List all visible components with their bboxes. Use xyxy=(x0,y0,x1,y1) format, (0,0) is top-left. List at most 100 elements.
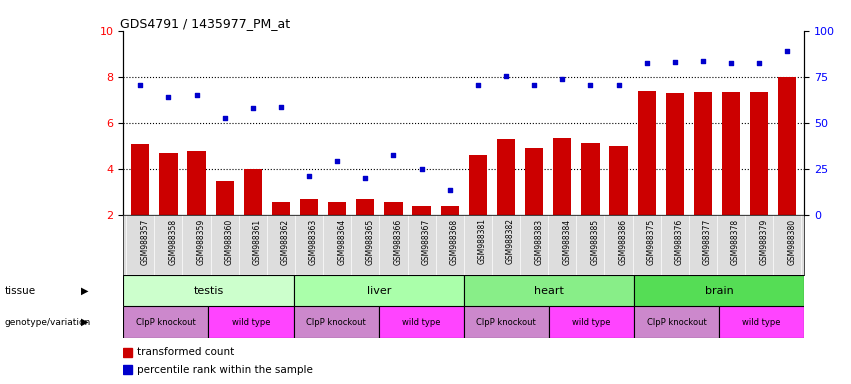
Point xyxy=(612,82,625,88)
Bar xyxy=(441,206,459,215)
Point xyxy=(218,115,231,121)
Point xyxy=(752,60,766,66)
Text: GSM988359: GSM988359 xyxy=(197,218,206,265)
Text: GSM988386: GSM988386 xyxy=(619,218,627,265)
Text: GSM988357: GSM988357 xyxy=(140,218,149,265)
Text: GSM988361: GSM988361 xyxy=(253,218,262,265)
Bar xyxy=(581,143,600,215)
Text: heart: heart xyxy=(534,286,564,296)
Bar xyxy=(187,151,206,215)
Point xyxy=(443,187,456,193)
Bar xyxy=(634,306,719,338)
Point xyxy=(386,152,400,159)
Point xyxy=(274,104,288,110)
Point xyxy=(500,73,513,79)
Bar xyxy=(694,92,712,215)
Bar xyxy=(665,93,684,215)
Bar xyxy=(719,306,804,338)
Bar xyxy=(722,92,740,215)
Text: GDS4791 / 1435977_PM_at: GDS4791 / 1435977_PM_at xyxy=(120,17,290,30)
Bar xyxy=(778,77,797,215)
Text: transformed count: transformed count xyxy=(137,347,234,358)
Bar xyxy=(525,149,543,215)
Bar xyxy=(123,306,208,338)
Text: GSM988379: GSM988379 xyxy=(759,218,768,265)
Bar xyxy=(357,199,374,215)
Text: GSM988378: GSM988378 xyxy=(731,218,740,265)
Point xyxy=(190,92,203,98)
Point xyxy=(134,82,147,88)
Point xyxy=(414,166,428,172)
Point xyxy=(302,173,316,179)
Text: GSM988380: GSM988380 xyxy=(787,218,797,265)
Text: brain: brain xyxy=(705,286,734,296)
Bar xyxy=(469,156,487,215)
Bar xyxy=(385,202,403,215)
Point xyxy=(162,93,175,99)
Text: GSM988376: GSM988376 xyxy=(675,218,684,265)
Text: wild type: wild type xyxy=(231,318,271,327)
Bar xyxy=(131,144,150,215)
Bar xyxy=(123,348,132,357)
Bar xyxy=(243,169,262,215)
Text: ▶: ▶ xyxy=(82,317,89,327)
Point xyxy=(640,60,654,66)
Text: wild type: wild type xyxy=(742,318,781,327)
Text: tissue: tissue xyxy=(4,286,36,296)
Text: GSM988384: GSM988384 xyxy=(563,218,571,265)
Text: percentile rank within the sample: percentile rank within the sample xyxy=(137,364,313,375)
Text: GSM988383: GSM988383 xyxy=(534,218,543,265)
Point xyxy=(330,158,344,164)
Point xyxy=(556,76,569,82)
Bar xyxy=(464,275,634,306)
Bar xyxy=(208,306,294,338)
Text: testis: testis xyxy=(193,286,224,296)
Text: GSM988362: GSM988362 xyxy=(281,218,290,265)
Point xyxy=(780,48,794,55)
Text: GSM988363: GSM988363 xyxy=(309,218,318,265)
Bar xyxy=(123,275,294,306)
Text: GSM988367: GSM988367 xyxy=(421,218,431,265)
Bar xyxy=(294,306,379,338)
Text: GSM988364: GSM988364 xyxy=(337,218,346,265)
Point xyxy=(471,82,485,88)
Bar xyxy=(159,153,178,215)
Bar xyxy=(750,92,768,215)
Bar xyxy=(637,91,656,215)
Text: GSM988377: GSM988377 xyxy=(703,218,712,265)
Bar xyxy=(549,306,634,338)
Text: GSM988358: GSM988358 xyxy=(168,218,177,265)
Bar xyxy=(328,202,346,215)
Text: GSM988375: GSM988375 xyxy=(647,218,655,265)
Text: ClpP knockout: ClpP knockout xyxy=(647,318,706,327)
Point xyxy=(528,82,541,88)
Text: GSM988360: GSM988360 xyxy=(225,218,234,265)
Bar xyxy=(634,275,804,306)
Bar xyxy=(609,146,628,215)
Bar xyxy=(379,306,464,338)
Point xyxy=(584,82,597,88)
Bar xyxy=(497,139,515,215)
Text: wild type: wild type xyxy=(402,318,441,327)
Text: ClpP knockout: ClpP knockout xyxy=(136,318,196,327)
Text: wild type: wild type xyxy=(572,318,611,327)
Text: ClpP knockout: ClpP knockout xyxy=(477,318,536,327)
Text: liver: liver xyxy=(367,286,391,296)
Text: GSM988368: GSM988368 xyxy=(449,218,459,265)
Bar xyxy=(413,206,431,215)
Bar xyxy=(553,138,571,215)
Text: GSM988381: GSM988381 xyxy=(478,218,487,265)
Bar xyxy=(294,275,464,306)
Point xyxy=(696,58,710,64)
Point xyxy=(358,175,372,182)
Text: ▶: ▶ xyxy=(82,286,89,296)
Text: ClpP knockout: ClpP knockout xyxy=(306,318,366,327)
Bar xyxy=(215,181,234,215)
Bar xyxy=(300,199,318,215)
Bar xyxy=(271,202,290,215)
Text: GSM988382: GSM988382 xyxy=(506,218,515,265)
Text: GSM988365: GSM988365 xyxy=(365,218,374,265)
Point xyxy=(668,59,682,65)
Text: GSM988385: GSM988385 xyxy=(591,218,599,265)
Bar xyxy=(464,306,549,338)
